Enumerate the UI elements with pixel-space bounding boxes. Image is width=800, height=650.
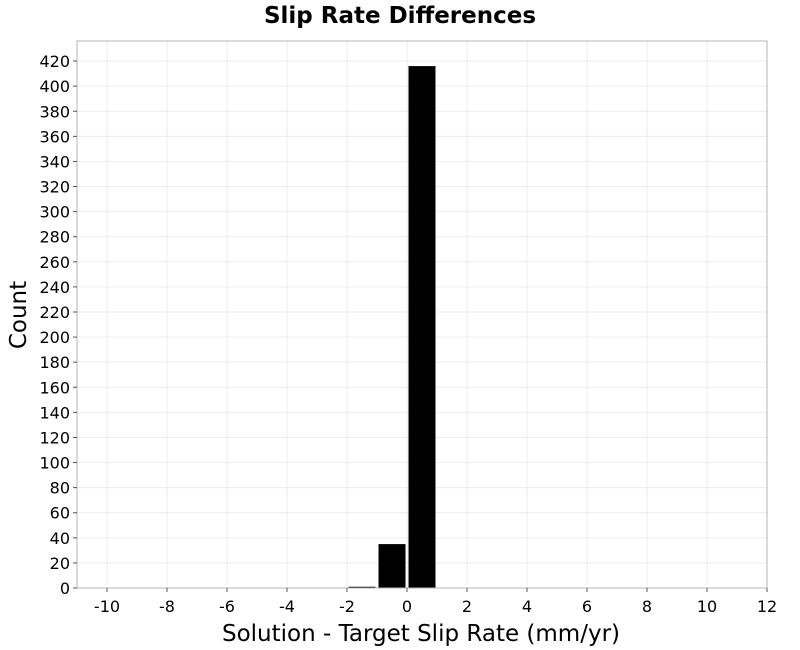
y-tick-label: 40	[50, 529, 70, 548]
x-tick-label: 10	[697, 597, 717, 616]
x-tick-label: 4	[522, 597, 532, 616]
x-tick-label: 2	[462, 597, 472, 616]
y-tick-label: 220	[39, 303, 70, 322]
y-tick-label: 0	[60, 579, 70, 598]
histogram-bar	[348, 586, 376, 588]
y-tick-label: 160	[39, 378, 70, 397]
x-tick-label: -6	[219, 597, 235, 616]
x-tick-label: 6	[582, 597, 592, 616]
y-tick-label: 140	[39, 403, 70, 422]
x-tick-label: 0	[402, 597, 412, 616]
y-tick-label: 120	[39, 428, 70, 447]
y-tick-label: 240	[39, 278, 70, 297]
x-tick-label: -8	[159, 597, 175, 616]
x-axis-label: Solution - Target Slip Rate (mm/yr)	[222, 621, 620, 647]
y-tick-label: 320	[39, 178, 70, 197]
x-axis-ticks: -10 -8 -6 -4 -2 0 2 4 6 8 10 12	[94, 588, 777, 616]
y-tick-label: 360	[39, 127, 70, 146]
y-tick-label: 340	[39, 152, 70, 171]
y-tick-label: 380	[39, 102, 70, 121]
chart-title: Slip Rate Differences	[264, 3, 536, 29]
y-tick-label: 200	[39, 328, 70, 347]
y-tick-label: 260	[39, 253, 70, 272]
y-tick-label: 60	[50, 504, 70, 523]
y-axis-label: Count	[6, 281, 32, 349]
histogram-bar	[408, 66, 436, 589]
plot-frame	[76, 40, 768, 589]
x-tick-label: -10	[94, 597, 120, 616]
y-tick-label: 80	[50, 479, 70, 498]
bars	[348, 66, 436, 589]
y-tick-label: 100	[39, 454, 70, 473]
y-axis-ticks: 0 20 40 60 80 100 120 140 160 180 200 220 240 260 280 3…	[39, 52, 77, 598]
y-tick-label: 20	[50, 554, 70, 573]
y-tick-label: 280	[39, 228, 70, 247]
x-tick-label: 8	[642, 597, 652, 616]
y-tick-label: 400	[39, 77, 70, 96]
y-tick-label: 300	[39, 203, 70, 222]
x-tick-label: 12	[757, 597, 777, 616]
y-tick-label: 420	[39, 52, 70, 71]
histogram-bar	[378, 544, 406, 588]
x-tick-label: -2	[339, 597, 355, 616]
y-tick-label: 180	[39, 353, 70, 372]
x-tick-label: -4	[279, 597, 295, 616]
